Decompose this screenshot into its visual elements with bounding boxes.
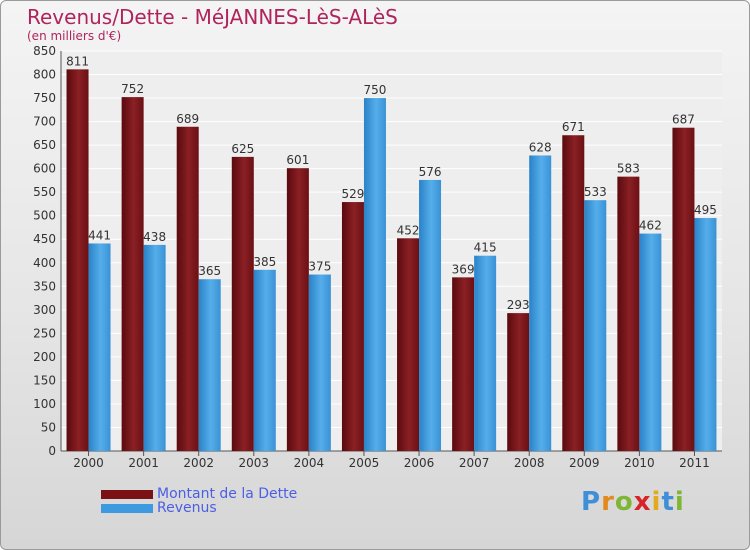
bar-revenue: [143, 244, 166, 451]
data-label: 671: [562, 120, 585, 134]
data-label: 750: [364, 83, 387, 97]
y-tick-label: 50: [41, 420, 56, 434]
data-label: 375: [308, 260, 331, 274]
bar-debt: [452, 277, 475, 451]
legend-item-debt: Montant de la Dette: [101, 487, 297, 501]
data-label: 369: [452, 262, 475, 276]
y-tick-label: 800: [33, 68, 56, 82]
y-tick-label: 600: [33, 162, 56, 176]
bar-revenue: [584, 200, 607, 451]
bar-revenue: [639, 233, 662, 451]
x-tick-label: 2000: [73, 456, 104, 470]
data-label: 385: [253, 255, 276, 269]
data-label: 495: [694, 203, 717, 217]
x-tick-label: 2010: [624, 456, 655, 470]
bar-revenue: [253, 269, 276, 451]
bars: [66, 69, 717, 452]
data-label: 529: [342, 187, 365, 201]
data-label: 365: [198, 264, 221, 278]
x-tick-label: 2004: [294, 456, 325, 470]
chart-title: Revenus/Dette - MéJANNES-LèS-ALèS: [27, 5, 398, 29]
data-label: 601: [286, 153, 309, 167]
bar-debt: [66, 69, 89, 452]
bar-debt: [341, 202, 364, 451]
bar-debt: [562, 135, 585, 451]
y-tick-label: 750: [33, 91, 56, 105]
y-tick-label: 700: [33, 115, 56, 129]
bar-debt: [397, 238, 420, 451]
legend-label-revenue: Revenus: [157, 500, 217, 516]
data-label: 625: [231, 142, 254, 156]
y-tick-label: 200: [33, 350, 56, 364]
y-tick-label: 550: [33, 185, 56, 199]
x-tick-label: 2011: [679, 456, 710, 470]
y-tick-label: 500: [33, 209, 56, 223]
data-label: 452: [397, 223, 420, 237]
data-label: 628: [529, 140, 552, 154]
data-label: 811: [66, 54, 89, 68]
data-label: 438: [143, 230, 166, 244]
bar-debt: [672, 127, 695, 452]
bar-revenue: [694, 218, 717, 451]
x-tick-label: 2003: [239, 456, 270, 470]
y-tick-label: 400: [33, 256, 56, 270]
data-label: 687: [672, 113, 695, 127]
legend: Montant de la Dette Revenus: [101, 487, 297, 515]
y-tick-label: 300: [33, 303, 56, 317]
data-label: 293: [507, 298, 530, 312]
bar-revenue: [363, 98, 386, 451]
axes: 0 50 100 150 200 250 300 350 400 450 500 550 600 650 7…: [33, 44, 722, 470]
legend-label-debt: Montant de la Dette: [157, 486, 298, 502]
data-label: 462: [639, 219, 662, 233]
data-label: 441: [88, 228, 111, 242]
bar-revenue: [474, 255, 497, 451]
bar-debt: [507, 313, 530, 451]
y-tick-label: 650: [33, 138, 56, 152]
bar-revenue: [88, 243, 111, 451]
x-tick-label: 2001: [128, 456, 159, 470]
bar-debt: [286, 168, 309, 452]
legend-swatch-debt: [101, 489, 153, 499]
x-tick-label: 2002: [183, 456, 214, 470]
data-label: 583: [617, 162, 640, 176]
bar-revenue: [419, 179, 442, 452]
x-tick-label: 2007: [459, 456, 490, 470]
y-tick-label: 0: [48, 444, 56, 458]
plot-area: [61, 51, 722, 451]
bar-debt: [231, 156, 254, 451]
bar-debt: [176, 126, 199, 451]
data-label: 533: [584, 185, 607, 199]
data-label: 689: [176, 112, 199, 126]
legend-swatch-revenue: [101, 503, 153, 513]
legend-item-revenue: Revenus: [101, 501, 297, 515]
bar-revenue: [308, 274, 331, 451]
data-label: 752: [121, 82, 144, 96]
proxiti-logo: Proxiti: [581, 487, 685, 517]
y-tick-label: 850: [33, 44, 56, 58]
y-tick-label: 250: [33, 326, 56, 340]
y-tick-label: 100: [33, 397, 56, 411]
bar-revenue: [529, 155, 552, 451]
data-label: 576: [419, 165, 442, 179]
bar-debt: [121, 97, 144, 451]
chart-subtitle: (en milliers d'€): [27, 29, 122, 43]
x-tick-label: 2008: [514, 456, 545, 470]
gridlines: [61, 50, 722, 452]
bar-revenue: [198, 279, 221, 451]
x-tick-label: 2006: [404, 456, 435, 470]
data-label: 415: [474, 241, 497, 255]
y-tick-label: 150: [33, 373, 56, 387]
x-tick-label: 2005: [349, 456, 380, 470]
y-tick-label: 350: [33, 279, 56, 293]
bar-debt: [617, 176, 640, 451]
data-labels: 811 441 752 438 689 365 625 385 601 375 529 750 452 5…: [66, 54, 717, 312]
y-tick-label: 450: [33, 232, 56, 246]
x-tick-label: 2009: [569, 456, 600, 470]
